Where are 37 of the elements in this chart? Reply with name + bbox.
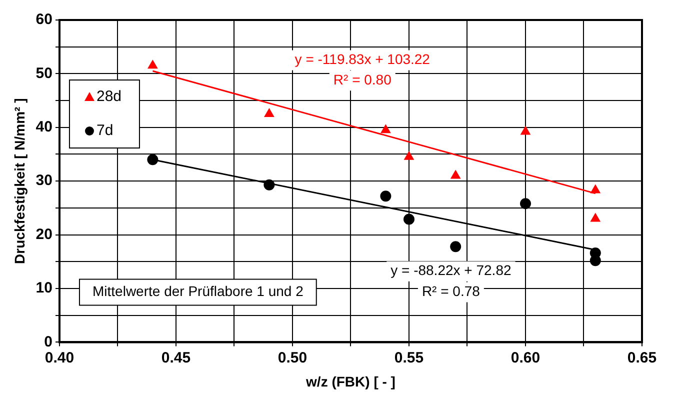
annotation: y = -88.22x + 72.82 <box>390 262 512 278</box>
x-axis-title: w/z (FBK) [ - ] <box>305 373 396 390</box>
point <box>590 184 600 194</box>
y-axis-title: Druckfestigkeit [ N/mm² ] <box>11 98 28 264</box>
y-tick-label: 60 <box>36 11 52 28</box>
point <box>520 198 531 210</box>
annotation: R² = 0.80 <box>333 72 392 88</box>
y-tick-label: 20 <box>36 226 52 243</box>
point <box>264 108 274 117</box>
legend-label: 28d <box>96 88 122 106</box>
x-tick-label: 0.50 <box>278 349 308 366</box>
point <box>380 190 392 202</box>
point <box>147 154 158 166</box>
x-tick-label: 0.65 <box>627 349 657 366</box>
point <box>590 255 601 266</box>
point <box>264 179 275 190</box>
point <box>404 151 414 160</box>
x-tick-label: 0.60 <box>510 349 540 366</box>
point <box>590 213 600 222</box>
y-tick-label: 30 <box>36 172 52 190</box>
annotation: Mittelwerte der Prüflabore 1 und 2 <box>92 283 304 300</box>
point <box>450 170 460 179</box>
point <box>380 124 391 134</box>
y-tick-label: 10 <box>36 280 52 297</box>
point <box>403 214 414 225</box>
x-tick-label: 0.45 <box>161 349 191 366</box>
annotation: y = -119.83x + 103.22 <box>294 51 430 68</box>
annotation: R² = 0.78 <box>422 283 480 300</box>
x-tick-label: 0.40 <box>44 349 74 366</box>
point <box>520 126 530 135</box>
y-tick-label: 0 <box>44 333 52 350</box>
x-tick-label: 0.55 <box>394 349 424 366</box>
point <box>148 60 158 69</box>
y-tick-label: 40 <box>36 118 52 136</box>
legend-label: 7d <box>96 122 114 140</box>
point <box>450 241 462 252</box>
y-tick-label: 50 <box>36 64 52 82</box>
